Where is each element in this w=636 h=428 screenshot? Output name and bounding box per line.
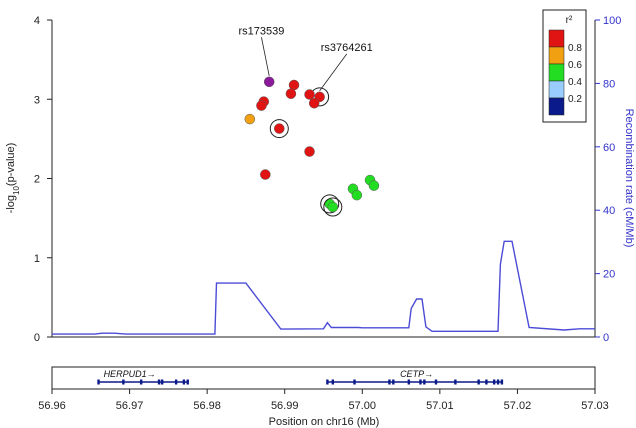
gene-track-frame — [51, 366, 596, 390]
gene-exon — [477, 379, 480, 385]
snp-point — [327, 201, 339, 213]
legend-swatch — [548, 46, 565, 65]
gene-exon — [326, 379, 329, 385]
legend-label: 0.8 — [568, 43, 582, 54]
snp-point — [285, 88, 297, 99]
gene-exon — [392, 379, 395, 385]
snp-point — [256, 100, 267, 111]
gene-exon — [97, 379, 100, 385]
gene-exon — [419, 379, 422, 385]
x-tick-label: 56.97 — [116, 400, 144, 412]
x-tick-label: 57.00 — [349, 400, 377, 412]
snp-point — [263, 76, 275, 88]
gene-exon — [140, 379, 143, 385]
gene-exon — [388, 379, 391, 385]
recombination-rate-line — [52, 240, 595, 335]
x-axis-title: Position on chr16 (Mb) — [269, 416, 380, 428]
x-tick-label: 57.01 — [426, 400, 454, 412]
x-tick-label: 57.02 — [504, 400, 532, 412]
gene-exon — [500, 379, 504, 385]
x-tick-label: 56.99 — [271, 400, 299, 412]
gene-exon — [423, 379, 426, 385]
gene-label: HERPUD1→ — [104, 369, 156, 379]
y-tick-label: 3 — [34, 94, 40, 106]
gene-exon — [182, 379, 186, 385]
snp-point — [351, 189, 363, 201]
snp-annotation-label: rs3764261 — [321, 42, 373, 54]
y-tick-label: 4 — [34, 15, 40, 27]
gene-exon — [160, 379, 164, 385]
snp-point — [368, 180, 380, 191]
gene-exon — [485, 379, 488, 385]
gene-exon — [492, 379, 496, 385]
snp-point — [274, 123, 285, 134]
plot-area — [51, 20, 596, 338]
y2-tick-label: 40 — [603, 205, 615, 217]
gene-exon — [353, 379, 356, 385]
y2-tick-label: 20 — [603, 269, 615, 281]
gene-exon — [496, 379, 500, 385]
gene-label: CETP→ — [400, 369, 433, 379]
legend-swatch — [548, 63, 565, 82]
gene-exon — [174, 379, 178, 385]
legend-label: 0.2 — [568, 94, 582, 105]
snp-point — [244, 113, 256, 125]
gene-exon — [122, 379, 125, 385]
legend-swatch — [548, 29, 565, 48]
snp-point — [308, 97, 320, 109]
x-tick-label: 57.03 — [581, 400, 609, 412]
x-tick-label: 56.96 — [38, 400, 66, 412]
legend-title: r² — [566, 15, 573, 26]
snp-point — [304, 146, 315, 157]
y-tick-label: 0 — [34, 332, 40, 344]
y-tick-label: 2 — [34, 174, 40, 186]
y-tick-label: 1 — [34, 253, 40, 265]
legend-swatch — [548, 80, 565, 99]
gene-exon — [407, 379, 411, 385]
highlight-ring — [323, 197, 343, 217]
gene-exon — [157, 379, 161, 385]
y2-tick-label: 100 — [603, 15, 621, 27]
y2-tick-label: 80 — [603, 78, 615, 90]
gene-exon — [434, 379, 438, 385]
gene-exon — [331, 379, 335, 385]
highlight-ring — [269, 119, 289, 139]
snp-point — [304, 89, 315, 100]
gene-exon — [186, 379, 189, 385]
annotation-leader-line — [319, 53, 348, 92]
snp-annotation-label: rs173539 — [239, 25, 285, 37]
plot-frame — [51, 20, 596, 338]
highlight-ring — [320, 194, 340, 214]
y2-tick-label: 60 — [603, 142, 615, 154]
y2-tick-label: 0 — [603, 332, 609, 344]
gene-exon — [454, 379, 457, 385]
legend-label: 0.6 — [568, 60, 582, 71]
y2-axis-title: Recombination rate (cM/Mb) — [623, 109, 635, 248]
y-axis-title: -log10(p-value) — [5, 143, 21, 214]
legend-swatch — [548, 97, 565, 116]
legend-label: 0.4 — [568, 77, 582, 88]
x-tick-label: 56.98 — [193, 400, 221, 412]
annotation-leader-line — [261, 37, 270, 76]
snp-point — [260, 169, 271, 180]
